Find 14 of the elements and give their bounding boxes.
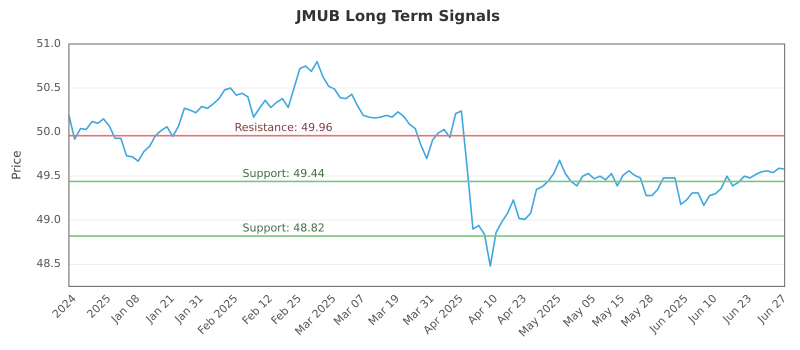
y-tick-label: 49.0	[36, 213, 61, 226]
y-tick-label: 48.5	[36, 257, 61, 270]
y-axis-title: Price	[9, 150, 24, 180]
x-tick-label: Mar 19	[366, 292, 402, 328]
x-tick-label: Jun 27	[754, 292, 789, 326]
y-tick-label: 49.5	[36, 169, 61, 182]
y-tick-label: 50.5	[36, 80, 61, 94]
ref-line-label: Support: 48.82	[242, 221, 325, 234]
ref-line-label: Support: 49.44	[242, 166, 325, 180]
y-tick-label: 50.0	[36, 124, 61, 138]
y-tick-label: 51.0	[36, 36, 61, 50]
x-tick-label: Jun 23	[720, 292, 754, 326]
chart-title: JMUB Long Term Signals	[294, 6, 500, 25]
ref-line-label: Resistance: 49.96	[234, 121, 333, 134]
